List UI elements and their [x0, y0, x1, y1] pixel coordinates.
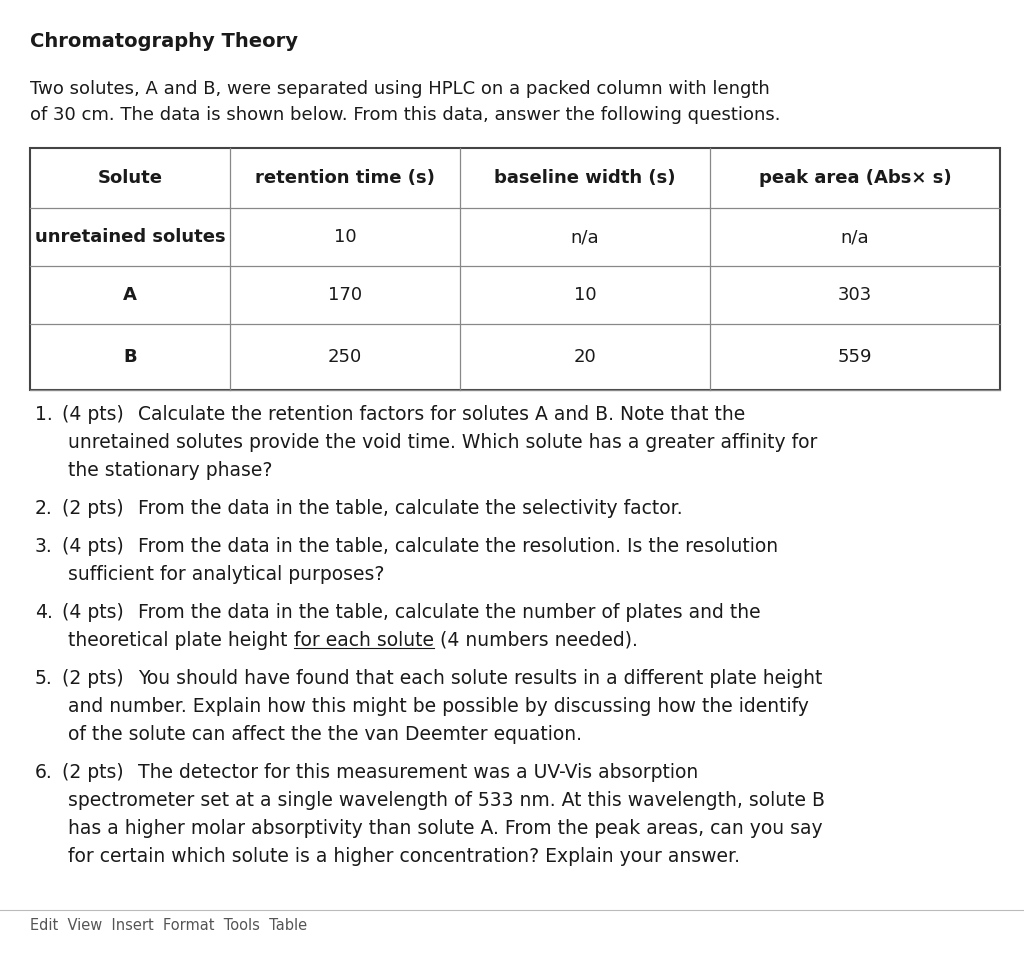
Text: 559: 559	[838, 348, 872, 366]
Text: A: A	[123, 286, 137, 304]
Text: 1.: 1.	[35, 405, 53, 424]
Text: 10: 10	[573, 286, 596, 304]
Text: 3.: 3.	[35, 537, 53, 556]
Text: spectrometer set at a single wavelength of 533 nm. At this wavelength, solute B: spectrometer set at a single wavelength …	[68, 791, 825, 810]
Text: the stationary phase?: the stationary phase?	[68, 461, 272, 480]
Text: for certain which solute is a higher concentration? Explain your answer.: for certain which solute is a higher con…	[68, 847, 740, 866]
Text: baseline width (s): baseline width (s)	[495, 169, 676, 187]
Text: theoretical plate height: theoretical plate height	[68, 631, 294, 650]
Text: 6.: 6.	[35, 763, 53, 782]
Text: n/a: n/a	[570, 228, 599, 246]
Text: 10: 10	[334, 228, 356, 246]
Bar	[30, 148, 1000, 390]
Text: (2 pts): (2 pts)	[62, 763, 124, 782]
Text: 4.: 4.	[35, 603, 53, 622]
Text: 250: 250	[328, 348, 362, 366]
Text: peak area (Abs× s): peak area (Abs× s)	[759, 169, 951, 187]
Text: Two solutes, A and B, were separated using HPLC on a packed column with length: Two solutes, A and B, were separated usi…	[30, 80, 770, 98]
Text: retention time (s): retention time (s)	[255, 169, 435, 187]
Text: has a higher molar absorptivity than solute A. From the peak areas, can you say: has a higher molar absorptivity than sol…	[68, 819, 822, 838]
Text: (4 numbers needed).: (4 numbers needed).	[433, 631, 637, 650]
Text: unretained solutes: unretained solutes	[35, 228, 225, 246]
Text: (4 pts): (4 pts)	[62, 537, 124, 556]
Text: 2.: 2.	[35, 499, 53, 518]
Text: Solute: Solute	[97, 169, 163, 187]
Text: You should have found that each solute results in a different plate height: You should have found that each solute r…	[138, 669, 822, 688]
Text: Chromatography Theory: Chromatography Theory	[30, 32, 298, 51]
Text: unretained solutes provide the void time. Which solute has a greater affinity fo: unretained solutes provide the void time…	[68, 433, 817, 452]
Text: The detector for this measurement was a UV-Vis absorption: The detector for this measurement was a …	[138, 763, 698, 782]
Text: 170: 170	[328, 286, 362, 304]
Text: From the data in the table, calculate the selectivity factor.: From the data in the table, calculate th…	[138, 499, 683, 518]
Text: and number. Explain how this might be possible by discussing how the identify: and number. Explain how this might be po…	[68, 697, 809, 716]
Text: of 30 cm. The data is shown below. From this data, answer the following question: of 30 cm. The data is shown below. From …	[30, 106, 780, 124]
Text: (2 pts): (2 pts)	[62, 669, 124, 688]
Text: B: B	[123, 348, 137, 366]
Text: for each solute: for each solute	[294, 631, 433, 650]
Text: From the data in the table, calculate the number of plates and the: From the data in the table, calculate th…	[138, 603, 761, 622]
Text: 20: 20	[573, 348, 596, 366]
Text: Edit  View  Insert  Format  Tools  Table: Edit View Insert Format Tools Table	[30, 918, 307, 933]
Text: of the solute can affect the the van Deemter equation.: of the solute can affect the the van Dee…	[68, 725, 582, 744]
Text: (2 pts): (2 pts)	[62, 499, 124, 518]
Text: sufficient for analytical purposes?: sufficient for analytical purposes?	[68, 565, 384, 584]
Text: (4 pts): (4 pts)	[62, 405, 124, 424]
Text: Calculate the retention factors for solutes A and B. Note that the: Calculate the retention factors for solu…	[138, 405, 745, 424]
Text: 303: 303	[838, 286, 872, 304]
Text: n/a: n/a	[841, 228, 869, 246]
Text: 5.: 5.	[35, 669, 53, 688]
Text: From the data in the table, calculate the resolution. Is the resolution: From the data in the table, calculate th…	[138, 537, 778, 556]
Text: (4 pts): (4 pts)	[62, 603, 124, 622]
